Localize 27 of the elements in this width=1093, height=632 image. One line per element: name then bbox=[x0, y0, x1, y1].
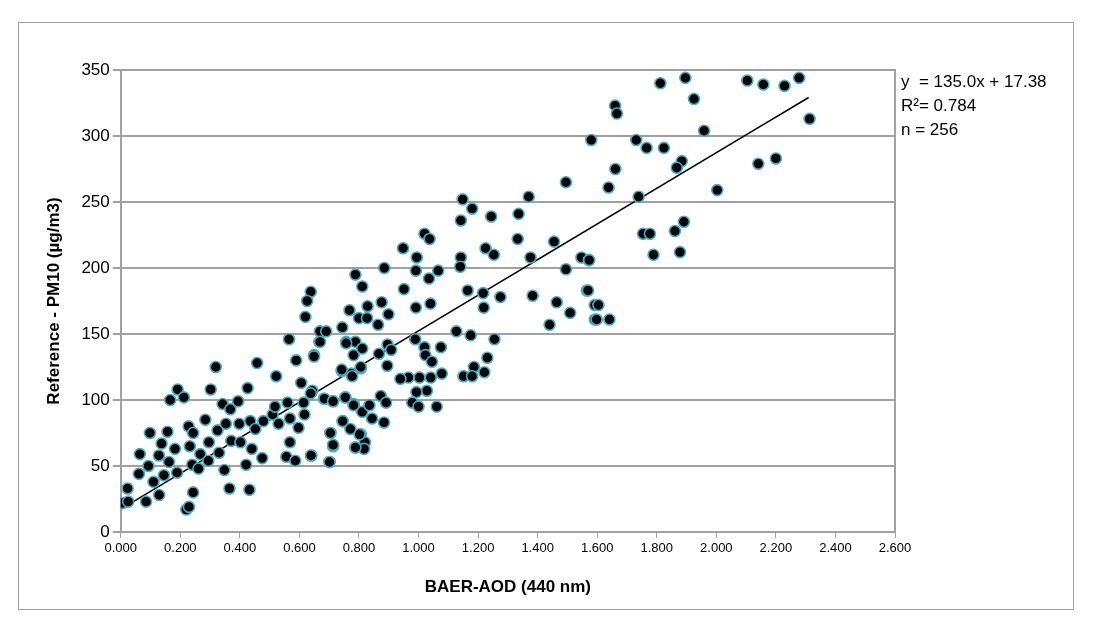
y-axis-title: Reference - PM10 (µg/m3) bbox=[43, 197, 63, 405]
y-tick-label: 0 bbox=[100, 521, 110, 541]
y-tick-label: 200 bbox=[81, 257, 110, 277]
x-tick-label: 1.600 bbox=[580, 540, 614, 556]
x-tick-label: 2.200 bbox=[759, 540, 793, 556]
text: y = 135.0x + 17.38 bbox=[901, 71, 1047, 91]
y-tick-label: 300 bbox=[81, 125, 110, 145]
x-tick-label: 2.000 bbox=[700, 540, 733, 556]
text: R²= 0.784 bbox=[901, 95, 977, 115]
x-tick-label: 0.400 bbox=[223, 540, 257, 556]
y-tick-label: 100 bbox=[81, 389, 110, 409]
text: n = 256 bbox=[901, 119, 959, 139]
y-tick-label: 150 bbox=[81, 323, 110, 343]
x-tick-label: 2.400 bbox=[819, 540, 852, 556]
x-tick-label: 0.200 bbox=[164, 540, 197, 556]
x-tick-label: 2.600 bbox=[878, 540, 912, 556]
x-tick-label: 0.800 bbox=[342, 540, 376, 556]
x-tick-label: 0.000 bbox=[104, 540, 138, 556]
y-tick-label: 50 bbox=[90, 455, 110, 475]
y-tick-label: 250 bbox=[81, 191, 110, 211]
x-axis-title: BAER-AOD (440 nm) bbox=[424, 577, 592, 597]
x-tick-label: 1.000 bbox=[402, 540, 435, 556]
y-tick-label: 350 bbox=[81, 59, 110, 79]
x-tick-label: 1.400 bbox=[521, 540, 554, 556]
x-tick-label: 0.600 bbox=[283, 540, 316, 556]
x-tick-label: 1.200 bbox=[461, 540, 495, 556]
x-tick-label: 1.800 bbox=[640, 540, 674, 556]
